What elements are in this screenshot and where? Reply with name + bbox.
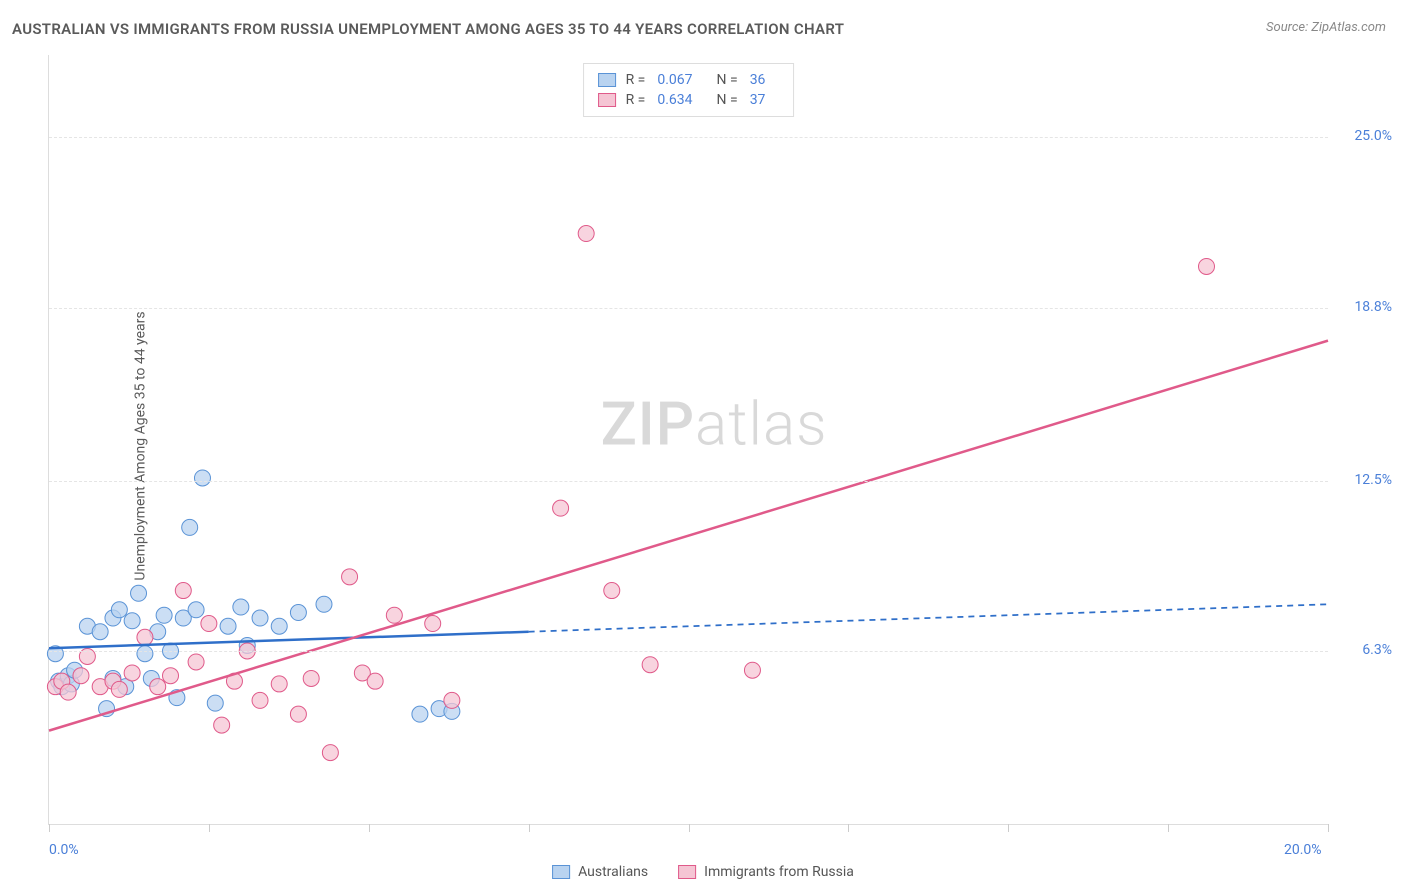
scatter-point [150, 679, 166, 695]
scatter-point [290, 706, 306, 722]
x-tick [209, 824, 210, 832]
plot-area: ZIPatlas R = 0.067 N = 36 R = 0.634 N = … [48, 55, 1328, 825]
trend-line-dashed [529, 604, 1328, 631]
scatter-point [124, 665, 140, 681]
scatter-point [367, 673, 383, 689]
scatter-point [322, 745, 338, 761]
scatter-point [156, 607, 172, 623]
series-legend: Australians Immigrants from Russia [552, 864, 854, 880]
legend-swatch-icon [678, 865, 696, 879]
y-tick-label: 12.5% [1354, 472, 1392, 488]
x-tick [1168, 824, 1169, 832]
scatter-point [111, 602, 127, 618]
source-attribution: Source: ZipAtlas.com [1266, 20, 1386, 35]
scatter-point [220, 618, 236, 634]
scatter-point [1198, 258, 1214, 274]
x-tick-label: 0.0% [49, 842, 79, 858]
y-tick-label: 25.0% [1354, 128, 1392, 144]
scatter-point [233, 599, 249, 615]
scatter-point [182, 519, 198, 535]
legend-item-russia: Immigrants from Russia [678, 864, 854, 880]
scatter-point [60, 684, 76, 700]
scatter-point [386, 607, 402, 623]
grid-line [49, 137, 1328, 138]
scatter-point [137, 646, 153, 662]
scatter-point [124, 613, 140, 629]
scatter-point [553, 500, 569, 516]
scatter-point [578, 226, 594, 242]
scatter-point [316, 596, 332, 612]
scatter-point [194, 470, 210, 486]
scatter-point [188, 654, 204, 670]
scatter-point [175, 583, 191, 599]
scatter-point [342, 569, 358, 585]
scatter-point [252, 610, 268, 626]
trend-line-solid [49, 341, 1328, 731]
y-tick-label: 18.8% [1354, 299, 1392, 315]
trend-line-solid [49, 632, 529, 648]
scatter-point [163, 668, 179, 684]
scatter-point [412, 706, 428, 722]
scatter-point [444, 692, 460, 708]
legend-label: Immigrants from Russia [704, 864, 854, 880]
y-tick-label: 6.3% [1362, 642, 1392, 658]
scatter-point [744, 662, 760, 678]
scatter-point [111, 681, 127, 697]
scatter-svg [49, 55, 1328, 824]
scatter-point [303, 670, 319, 686]
x-tick [1008, 824, 1009, 832]
scatter-point [252, 692, 268, 708]
scatter-point [425, 616, 441, 632]
scatter-point [131, 585, 147, 601]
x-tick [529, 824, 530, 832]
grid-line [49, 308, 1328, 309]
scatter-point [73, 668, 89, 684]
x-tick [369, 824, 370, 832]
x-tick [1328, 824, 1329, 832]
x-tick [49, 824, 50, 832]
legend-swatch-icon [552, 865, 570, 879]
x-tick [848, 824, 849, 832]
grid-line [49, 651, 1328, 652]
scatter-point [642, 657, 658, 673]
scatter-point [271, 618, 287, 634]
scatter-point [201, 616, 217, 632]
chart-title: AUSTRALIAN VS IMMIGRANTS FROM RUSSIA UNE… [12, 20, 844, 38]
scatter-point [92, 624, 108, 640]
scatter-point [604, 583, 620, 599]
x-tick-label: 20.0% [1284, 842, 1322, 858]
grid-line [49, 481, 1328, 482]
scatter-point [290, 605, 306, 621]
legend-label: Australians [578, 864, 648, 880]
scatter-point [137, 629, 153, 645]
scatter-point [214, 717, 230, 733]
scatter-point [188, 602, 204, 618]
scatter-point [271, 676, 287, 692]
legend-item-australians: Australians [552, 864, 648, 880]
scatter-point [207, 695, 223, 711]
x-tick [689, 824, 690, 832]
